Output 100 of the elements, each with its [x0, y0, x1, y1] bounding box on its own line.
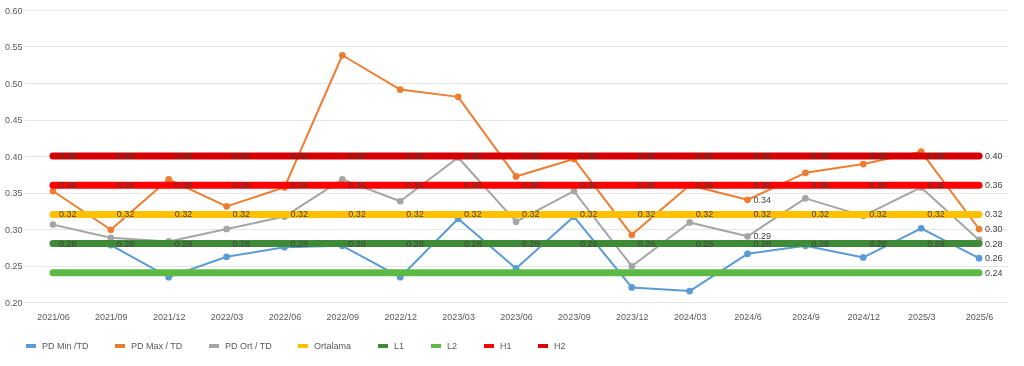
- data-label: 0.32: [290, 209, 308, 220]
- point: [339, 51, 346, 59]
- x-tick-label: 2021/09: [95, 311, 128, 322]
- legend-label: PD Ort / TD: [225, 341, 273, 351]
- data-label: 0.32: [579, 209, 598, 220]
- point: [396, 86, 404, 93]
- data-label: 0.26: [985, 253, 1003, 264]
- point: [223, 203, 230, 210]
- x-tick-label: 2022/03: [210, 311, 244, 322]
- point: [107, 226, 115, 234]
- data-label: 0.32: [869, 209, 887, 220]
- point: [223, 225, 230, 233]
- legend-label: Ortalama: [314, 341, 352, 351]
- x-tick-label: 2021/12: [152, 311, 186, 322]
- data-label: 0.40: [348, 151, 366, 161]
- x-tick-label: 2022/09: [326, 311, 360, 322]
- data-label: 0.36: [753, 180, 772, 191]
- data-label: 0.28: [579, 238, 598, 249]
- data-label: 0.32: [406, 209, 424, 220]
- data-label: 0.36: [290, 180, 308, 191]
- data-label: 0.32: [232, 209, 251, 220]
- y-tick-label: 0.55: [4, 42, 23, 52]
- x-tick-label: 2024/6: [734, 311, 762, 322]
- y-tick-label: 0.45: [4, 115, 23, 125]
- data-label: 0.40: [522, 151, 540, 161]
- data-label: 0.40: [753, 151, 772, 161]
- point: [49, 221, 57, 228]
- data-label: 0.32: [811, 209, 829, 220]
- data-label: 0.28: [985, 238, 1003, 249]
- data-label: 0.36: [174, 180, 193, 191]
- point: [454, 93, 462, 101]
- data-label: 0.40: [637, 151, 656, 161]
- point: [686, 287, 693, 295]
- data-label: 0.40: [290, 151, 308, 161]
- legend-label: H1: [500, 341, 512, 351]
- data-label: 0.32: [58, 209, 77, 220]
- data-label: 0.32: [985, 209, 1003, 220]
- point: [628, 284, 636, 291]
- data-label: 0.32: [522, 209, 540, 220]
- data-label: 0.40: [985, 151, 1003, 161]
- data-label: 0.30: [985, 224, 1003, 234]
- data-label: 0.40: [232, 151, 251, 161]
- point: [339, 176, 346, 183]
- y-tick-label: 0.40: [4, 151, 23, 162]
- data-label: 0.36: [985, 180, 1003, 191]
- x-tick-label: 2023/03: [442, 311, 475, 322]
- data-label: 0.32: [464, 209, 482, 220]
- data-label: 0.40: [406, 151, 424, 161]
- point: [744, 232, 751, 240]
- y-tick-label: 0.30: [4, 224, 23, 235]
- point: [917, 224, 925, 232]
- legend-label: H2: [554, 341, 566, 351]
- data-label: 0.34: [753, 194, 772, 205]
- point: [744, 250, 751, 258]
- x-tick-label: 2024/9: [792, 311, 820, 322]
- data-label: 0.36: [695, 180, 714, 191]
- data-label: 0.36: [406, 180, 424, 191]
- point: [686, 219, 693, 226]
- data-label: 0.36: [869, 180, 887, 191]
- data-label: 0.36: [522, 180, 540, 191]
- point: [165, 176, 173, 183]
- data-label: 0.28: [464, 238, 482, 249]
- point: [512, 173, 520, 180]
- data-label: 0.40: [869, 151, 887, 161]
- data-label: 0.28: [232, 238, 251, 249]
- data-label: 0.40: [579, 151, 598, 161]
- data-label: 0.36: [116, 180, 135, 191]
- data-label: 0.32: [927, 209, 945, 220]
- point: [802, 169, 809, 177]
- x-tick-label: 2023/09: [558, 311, 591, 322]
- data-label: 0.28: [869, 238, 887, 249]
- data-label: 0.40: [174, 151, 193, 161]
- y-tick-label: 0.35: [4, 188, 23, 198]
- data-label: 0.36: [637, 180, 656, 191]
- point: [975, 254, 983, 262]
- x-tick-label: 2022/06: [268, 311, 302, 322]
- x-tick-label: 2021/06: [37, 311, 70, 322]
- data-label: 0.40: [58, 151, 77, 161]
- y-tick-label: 0.60: [4, 5, 23, 16]
- data-label: 0.28: [522, 238, 540, 249]
- data-label: 0.32: [348, 209, 366, 220]
- data-label: 0.28: [811, 238, 829, 249]
- point: [223, 253, 230, 261]
- data-label: 0.32: [116, 209, 135, 220]
- x-tick-label: 2025/6: [965, 311, 994, 322]
- legend-label: PD Max / TD: [131, 341, 183, 351]
- point: [744, 196, 751, 204]
- x-tick-label: 2023/06: [500, 311, 533, 322]
- x-tick-label: 2024/12: [847, 311, 881, 322]
- data-label: 0.36: [464, 180, 482, 191]
- point: [396, 197, 404, 205]
- data-label: 0.32: [695, 209, 714, 220]
- data-label: 0.28: [695, 238, 714, 249]
- data-label: 0.32: [174, 209, 193, 220]
- legend-label: PD Min /TD: [42, 341, 89, 351]
- point: [512, 218, 520, 226]
- data-label: 0.40: [464, 151, 482, 161]
- x-tick-label: 2024/03: [673, 311, 707, 322]
- data-label: 0.32: [637, 209, 656, 220]
- y-tick-label: 0.20: [4, 297, 23, 308]
